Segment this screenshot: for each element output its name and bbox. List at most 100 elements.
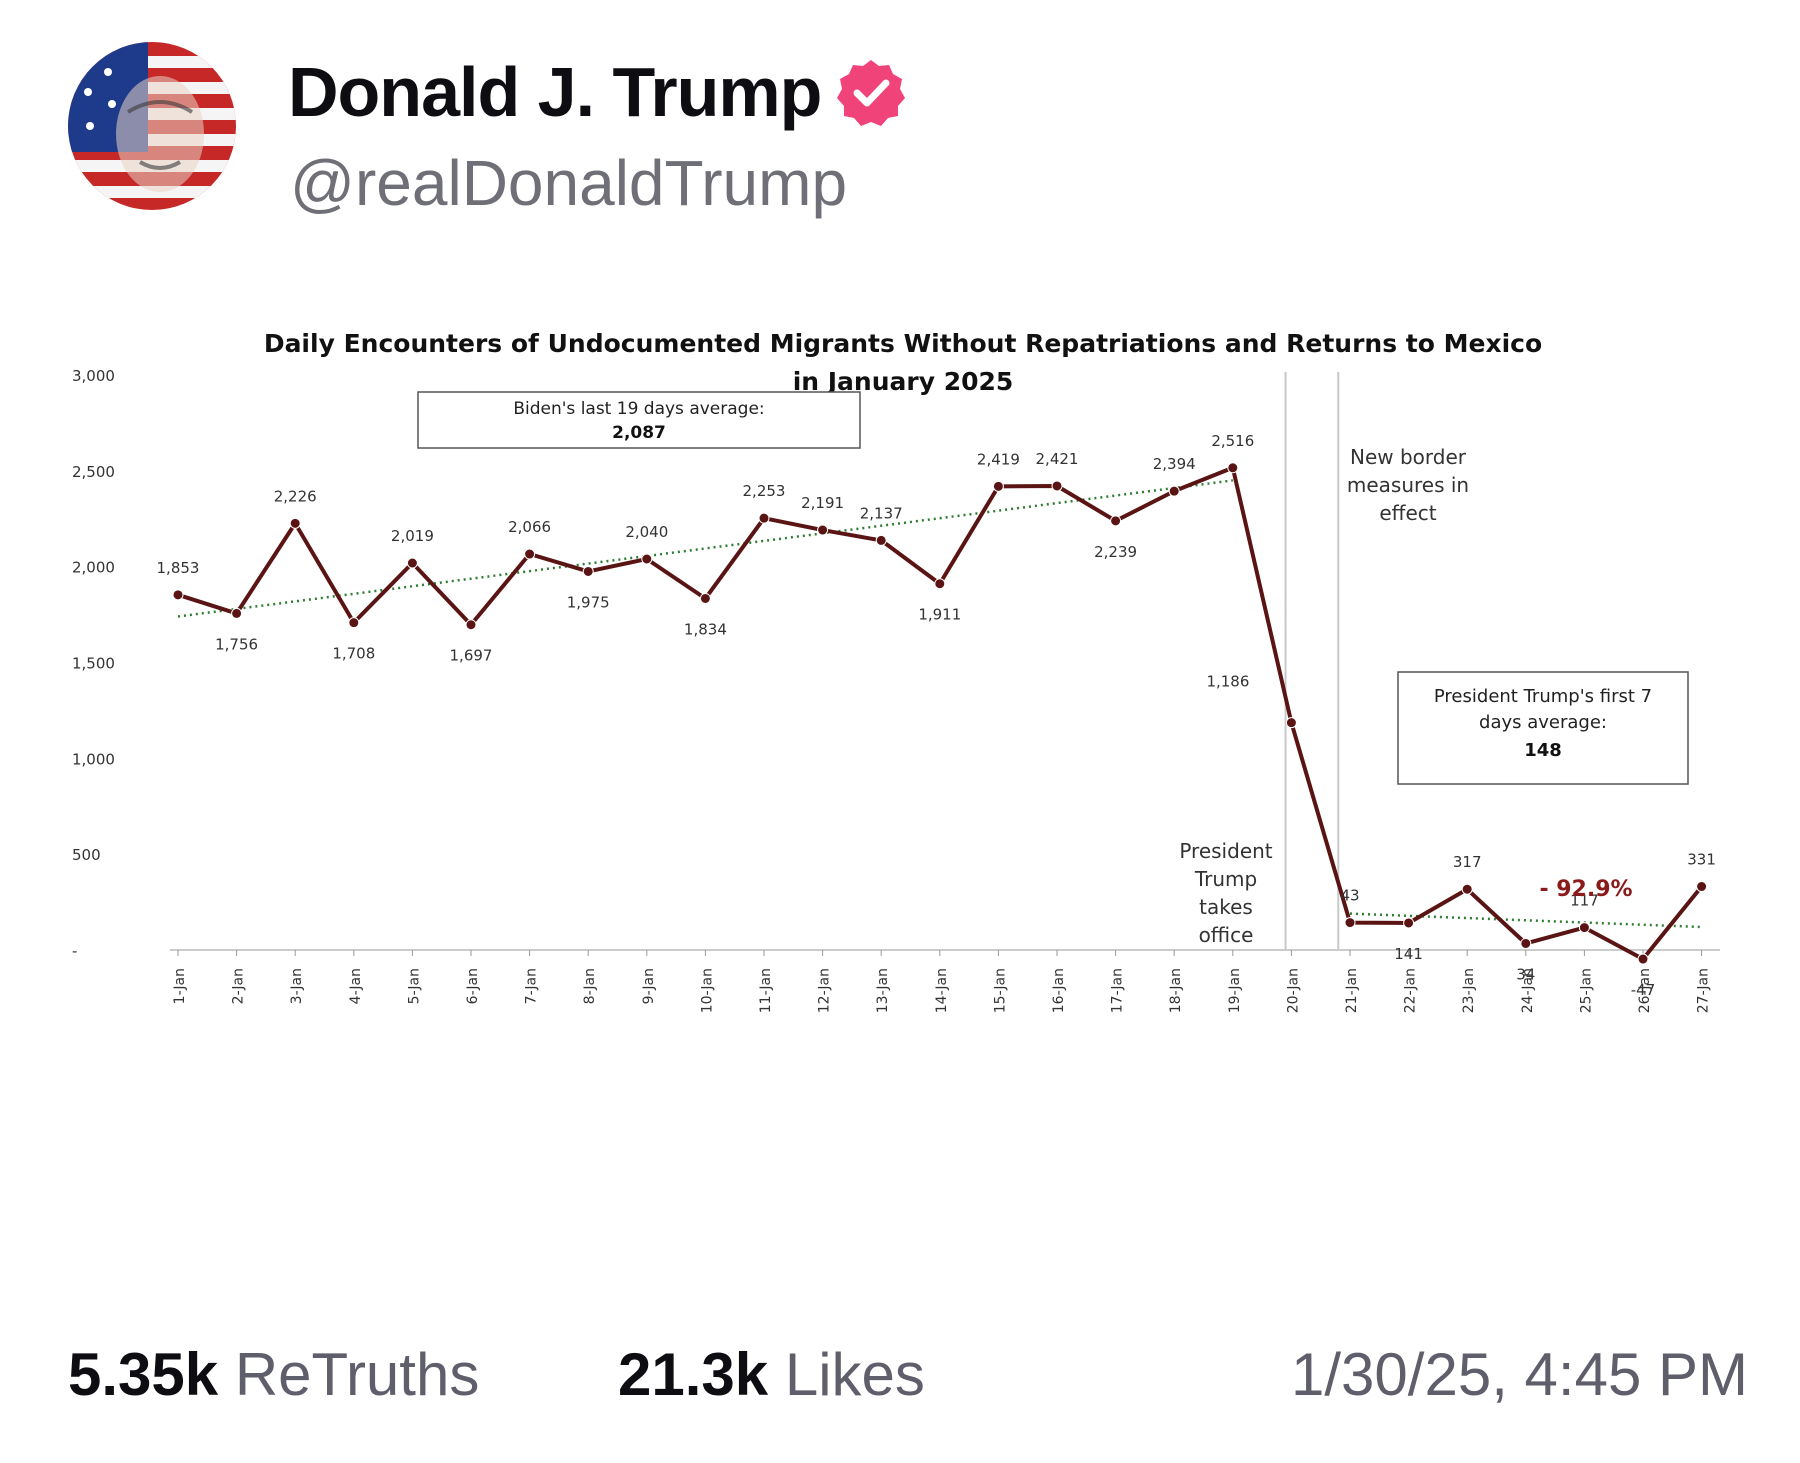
trump-box-line1: President Trump's first 7 bbox=[1434, 686, 1652, 707]
data-point bbox=[1461, 883, 1473, 895]
x-tick-label: 12-Jan bbox=[817, 968, 833, 1013]
x-tick-label: 3-Jan bbox=[289, 968, 305, 1004]
y-axis: 3,000 2,500 2,000 1,500 1,000 500 - bbox=[72, 367, 115, 960]
data-label: 2,394 bbox=[1153, 455, 1196, 473]
chart-title-line2: in January 2025 bbox=[793, 367, 1014, 396]
x-tick-label: 5-Jan bbox=[406, 968, 422, 1004]
post-header: Donald J. Trump @realDonaldTrump bbox=[68, 42, 1068, 222]
data-point bbox=[875, 534, 887, 546]
likes-stat[interactable]: 21.3k Likes bbox=[618, 1340, 925, 1409]
y-tick-label: 500 bbox=[72, 846, 101, 864]
data-label: 2,040 bbox=[625, 523, 668, 541]
post-footer: 5.35k ReTruths 21.3k Likes 1/30/25, 4:45… bbox=[68, 1340, 1748, 1430]
office-note-line: takes bbox=[1199, 895, 1253, 919]
x-tick-label: 25-Jan bbox=[1578, 968, 1594, 1013]
line-chart: Daily Encounters of Undocumented Migrant… bbox=[72, 329, 1720, 1013]
x-tick-label: 16-Jan bbox=[1051, 968, 1067, 1013]
data-label: 141 bbox=[1394, 945, 1423, 963]
x-tick-label: 21-Jan bbox=[1344, 968, 1360, 1013]
data-point bbox=[1285, 717, 1297, 729]
x-axis: 1-Jan 2-Jan 3-Jan 4-Jan 5-Jan 6-Jan 7-Jan 8-Jan… bbox=[170, 949, 1720, 1013]
data-point bbox=[1344, 917, 1356, 929]
data-point bbox=[1110, 515, 1122, 527]
data-label: -47 bbox=[1631, 981, 1656, 999]
verified-badge-icon bbox=[837, 60, 906, 126]
office-note-line: Trump bbox=[1194, 867, 1257, 891]
data-point bbox=[172, 589, 184, 601]
x-tick-label: 13-Jan bbox=[875, 968, 891, 1013]
trump-box-line3: 148 bbox=[1524, 740, 1562, 761]
data-point bbox=[582, 565, 594, 577]
post-timestamp[interactable]: 1/30/25, 4:45 PM bbox=[1291, 1341, 1748, 1408]
x-tick-label: 14-Jan bbox=[934, 968, 950, 1013]
x-tick-label: 1-Jan bbox=[172, 968, 188, 1004]
office-note-line: President bbox=[1179, 839, 1272, 863]
data-label: 2,191 bbox=[801, 494, 844, 512]
trend-lines bbox=[177, 479, 1702, 929]
data-label: 317 bbox=[1453, 853, 1482, 871]
data-label: 1,911 bbox=[918, 606, 961, 624]
retruths-stat[interactable]: 5.35k ReTruths bbox=[68, 1340, 479, 1409]
data-label: 1,697 bbox=[450, 647, 493, 665]
avatar[interactable] bbox=[68, 42, 236, 210]
x-tick-label: 15-Jan bbox=[992, 968, 1008, 1013]
data-label: 1,834 bbox=[684, 620, 727, 638]
trump-trend-line bbox=[1349, 912, 1702, 929]
x-tick-label: 9-Jan bbox=[641, 968, 657, 1004]
data-point bbox=[1578, 922, 1590, 934]
chart-title-line1: Daily Encounters of Undocumented Migrant… bbox=[264, 329, 1542, 358]
data-point bbox=[1403, 917, 1415, 929]
trump-average-box: President Trump's first 7 days average: … bbox=[1397, 671, 1689, 785]
data-point bbox=[817, 524, 829, 536]
biden-box-line2: 2,087 bbox=[612, 423, 666, 443]
biden-average-box: Biden's last 19 days average: 2,087 bbox=[417, 391, 861, 449]
office-note: President Trump takes office bbox=[1179, 839, 1272, 947]
chart-image: Daily Encounters of Undocumented Migrant… bbox=[60, 300, 1740, 1200]
data-point bbox=[1227, 462, 1239, 474]
x-tick-label: 17-Jan bbox=[1110, 968, 1126, 1013]
data-label: 34 bbox=[1516, 965, 1535, 983]
x-tick-label: 4-Jan bbox=[348, 968, 364, 1004]
data-point bbox=[231, 607, 243, 619]
display-name[interactable]: Donald J. Trump bbox=[288, 53, 822, 131]
data-point bbox=[465, 619, 477, 631]
data-label: 2,239 bbox=[1094, 543, 1137, 561]
data-points bbox=[172, 462, 1708, 965]
data-point bbox=[1696, 881, 1708, 893]
x-tick-label: 7-Jan bbox=[524, 968, 540, 1004]
border-note-line: measures in bbox=[1347, 473, 1469, 497]
x-tick-label: 2-Jan bbox=[231, 968, 247, 1004]
data-label: 1,853 bbox=[157, 559, 200, 577]
data-label: 117 bbox=[1570, 892, 1599, 910]
data-point bbox=[1168, 485, 1180, 497]
y-tick-label: 1,000 bbox=[72, 750, 115, 768]
border-note-line: New border bbox=[1350, 445, 1467, 469]
data-label: 1,186 bbox=[1206, 673, 1249, 691]
x-tick-label: 27-Jan bbox=[1696, 968, 1712, 1013]
retruths-count: 5.35k bbox=[68, 1341, 219, 1408]
data-labels: 1,853 1,756 2,226 1,708 2,019 1,697 2,066 1,975… bbox=[157, 432, 1716, 999]
retruths-label: ReTruths bbox=[234, 1341, 480, 1408]
x-tick-label: 22-Jan bbox=[1403, 968, 1419, 1013]
y-tick-label: 2,000 bbox=[72, 559, 115, 577]
data-label: 2,066 bbox=[508, 518, 551, 536]
x-tick-label: 20-Jan bbox=[1285, 968, 1301, 1013]
avatar-image bbox=[68, 42, 236, 210]
x-tick-label: 24-Jan bbox=[1520, 968, 1536, 1013]
border-note: New border measures in effect bbox=[1347, 445, 1469, 525]
data-label: 2,516 bbox=[1211, 432, 1254, 450]
biden-box-line1: Biden's last 19 days average: bbox=[513, 399, 764, 419]
name-row: Donald J. Trump bbox=[288, 52, 907, 132]
data-point bbox=[348, 617, 360, 629]
data-point bbox=[524, 548, 536, 560]
data-point bbox=[289, 517, 301, 529]
x-tick-label: 18-Jan bbox=[1168, 968, 1184, 1013]
data-label: 1,756 bbox=[215, 635, 258, 653]
data-label: 2,253 bbox=[743, 482, 786, 500]
change-percent-label: - 92.9% bbox=[1539, 877, 1632, 902]
office-note-line: office bbox=[1199, 923, 1254, 947]
x-tick-label: 6-Jan bbox=[465, 968, 481, 1004]
handle[interactable]: @realDonaldTrump bbox=[290, 147, 848, 219]
x-tick-label: 11-Jan bbox=[758, 968, 774, 1013]
likes-label: Likes bbox=[784, 1341, 925, 1408]
